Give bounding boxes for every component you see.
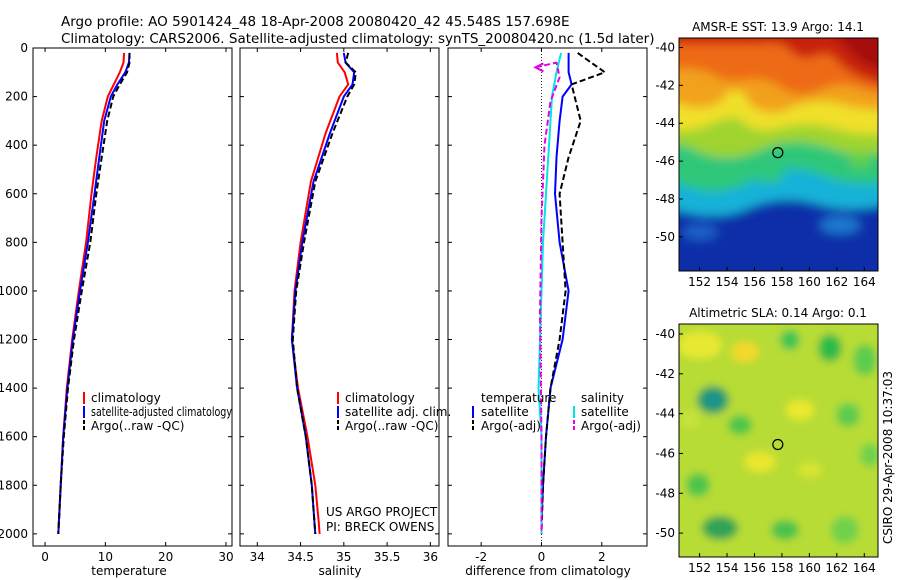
difference-xlabel: difference from climatology bbox=[465, 564, 631, 578]
map-y-tick-label: -46 bbox=[655, 446, 675, 460]
series-line-satellite-adjusted-climatology bbox=[57, 52, 131, 534]
series-line-climatology bbox=[290, 52, 350, 534]
map-y-tick-label: -44 bbox=[655, 407, 675, 421]
sla-map-title: Altimetric SLA: 0.14 Argo: 0.1 bbox=[689, 306, 867, 320]
x-tick-label: -2 bbox=[475, 550, 487, 564]
series-line-satellite bbox=[540, 52, 573, 534]
difference-legend: temperature salinity satellite Argo(-adj… bbox=[472, 391, 641, 433]
sla-map-frame bbox=[678, 323, 879, 558]
x-tick-label: 0 bbox=[41, 550, 49, 564]
argo-float-location-marker bbox=[772, 438, 784, 451]
map-y-tick-label: -40 bbox=[655, 40, 675, 54]
map-x-tick-label: 160 bbox=[798, 275, 821, 289]
map-y-tick-label: -42 bbox=[655, 78, 675, 92]
x-tick-label: 30 bbox=[218, 550, 233, 564]
legend-label-argo: Argo(..raw -QC) bbox=[91, 419, 184, 433]
map-y-tick-label: -42 bbox=[655, 367, 675, 381]
temperature-xlabel: temperature bbox=[91, 564, 166, 578]
x-tick-label: 0 bbox=[538, 550, 546, 564]
temperature-plot: 0 10 20 30 0 200 400 600 800 1000 1200 1400 1600 1800… bbox=[0, 41, 234, 564]
legend-header-temperature: temperature bbox=[481, 391, 556, 405]
series-line-argo-adj bbox=[535, 61, 561, 534]
x-tick-label: 34.5 bbox=[287, 550, 314, 564]
difference-plot: -2 0 2 bbox=[448, 47, 647, 564]
temperature-panel-frame bbox=[32, 47, 233, 547]
map-x-tick-label: 158 bbox=[770, 275, 793, 289]
map-x-tick-label: 160 bbox=[798, 561, 821, 575]
series-line-climatology bbox=[57, 52, 126, 534]
map-x-tick-label: 162 bbox=[825, 561, 848, 575]
sst-map-frame bbox=[678, 37, 879, 272]
series-line-satellite-adj-clim bbox=[290, 52, 356, 534]
y-tick-label: 600 bbox=[5, 187, 28, 201]
sst-map-title: AMSR-E SST: 13.9 Argo: 14.1 bbox=[692, 20, 864, 34]
y-tick-label: 1600 bbox=[0, 430, 28, 444]
salinity-plot: 34 34.5 35 35.5 36 bbox=[240, 47, 439, 564]
y-tick-label: 1800 bbox=[0, 478, 28, 492]
map-y-tick-label: -48 bbox=[655, 486, 675, 500]
series-line-argo-raw-qc bbox=[291, 52, 357, 534]
map-x-tick-label: 152 bbox=[688, 561, 711, 575]
figure-title-line1: Argo profile: AO 5901424_48 18-Apr-2008 … bbox=[61, 14, 570, 30]
salinity-panel-frame bbox=[239, 47, 440, 547]
legend-label-satellite-adjusted: satellite-adjusted climatology bbox=[91, 405, 232, 419]
map-y-tick-label: -46 bbox=[655, 154, 675, 168]
map-x-tick-label: 156 bbox=[743, 561, 766, 575]
map-y-tick-label: -44 bbox=[655, 116, 675, 130]
argo-salinity-arrow-mark bbox=[533, 62, 544, 73]
x-tick-label: 10 bbox=[98, 550, 113, 564]
y-tick-label: 800 bbox=[5, 235, 28, 249]
legend-label-sal-argo: Argo(-adj) bbox=[581, 419, 641, 433]
map-x-tick-label: 156 bbox=[743, 275, 766, 289]
legend-header-salinity: salinity bbox=[581, 391, 624, 405]
legend-label-argo: Argo(..raw -QC) bbox=[345, 419, 438, 433]
map-y-tick-label: -40 bbox=[655, 327, 675, 341]
salinity-xlabel: salinity bbox=[318, 564, 361, 578]
y-tick-label: 400 bbox=[5, 138, 28, 152]
csiro-timestamp: CSIRO 29-Apr-2008 10:37:03 bbox=[881, 371, 895, 544]
argo-float-location-marker bbox=[772, 147, 784, 159]
x-tick-label: 20 bbox=[158, 550, 173, 564]
x-tick-label: 35 bbox=[336, 550, 351, 564]
y-tick-label: 200 bbox=[5, 90, 28, 104]
map-x-tick-label: 164 bbox=[853, 275, 876, 289]
temperature-legend: climatology satellite-adjusted climatolo… bbox=[83, 391, 232, 433]
x-tick-label: 35.5 bbox=[374, 550, 401, 564]
y-tick-label: 0 bbox=[20, 41, 28, 55]
legend-label-climatology: climatology bbox=[345, 391, 415, 405]
series-line-argo-adj bbox=[540, 52, 606, 534]
x-tick-label: 2 bbox=[598, 550, 606, 564]
sst-map: 152 154 156 158 160 162 164 -40 -42 -44 -46 -48 -50 bbox=[655, 37, 879, 289]
legend-label-temp-satellite: satellite bbox=[481, 405, 529, 419]
y-tick-label: 1200 bbox=[0, 333, 28, 347]
salinity-legend: climatology satellite adj. clim. Argo(..… bbox=[337, 391, 451, 433]
legend-label-temp-argo: Argo(-adj) bbox=[481, 419, 541, 433]
map-x-tick-label: 152 bbox=[688, 275, 711, 289]
x-tick-label: 34 bbox=[250, 550, 265, 564]
figure-title-line2: Climatology: CARS2006. Satellite-adjuste… bbox=[61, 31, 654, 47]
pi-credit: PI: BRECK OWENS bbox=[326, 520, 434, 534]
map-x-tick-label: 164 bbox=[853, 561, 876, 575]
project-credit: US ARGO PROJECT bbox=[326, 505, 438, 519]
difference-panel-frame bbox=[447, 47, 648, 547]
map-y-tick-label: -48 bbox=[655, 192, 675, 206]
map-y-tick-label: -50 bbox=[655, 526, 675, 540]
sla-map: 152 154 156 158 160 162 164 -40 -42 -44 -46 -48 -50 bbox=[655, 323, 879, 575]
map-x-tick-label: 154 bbox=[716, 561, 739, 575]
map-x-tick-label: 154 bbox=[716, 275, 739, 289]
series-line-argo-raw-qc bbox=[57, 52, 131, 534]
map-x-tick-label: 162 bbox=[825, 275, 848, 289]
map-x-tick-label: 158 bbox=[770, 561, 793, 575]
x-tick-label: 36 bbox=[423, 550, 438, 564]
y-tick-label: 1000 bbox=[0, 284, 28, 298]
legend-label-sal-satellite: satellite bbox=[581, 405, 629, 419]
y-tick-label: 1400 bbox=[0, 381, 28, 395]
legend-label-satellite: satellite adj. clim. bbox=[345, 405, 451, 419]
map-y-tick-label: -50 bbox=[655, 230, 675, 244]
legend-label-climatology: climatology bbox=[91, 391, 161, 405]
y-tick-label: 2000 bbox=[0, 527, 28, 541]
